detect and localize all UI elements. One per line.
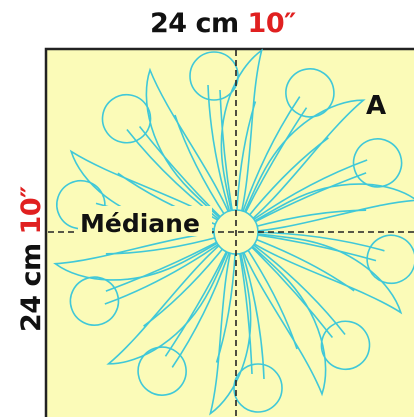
corner-label-a: A: [366, 91, 386, 121]
width-inches: 10″: [247, 8, 297, 39]
center-label-bg: [78, 206, 212, 236]
center-label: Médiane: [80, 209, 200, 238]
width-dimension: 24 cm 10″: [150, 8, 350, 39]
width-cm: 24 cm: [150, 8, 239, 39]
flower-pattern: [53, 48, 414, 416]
